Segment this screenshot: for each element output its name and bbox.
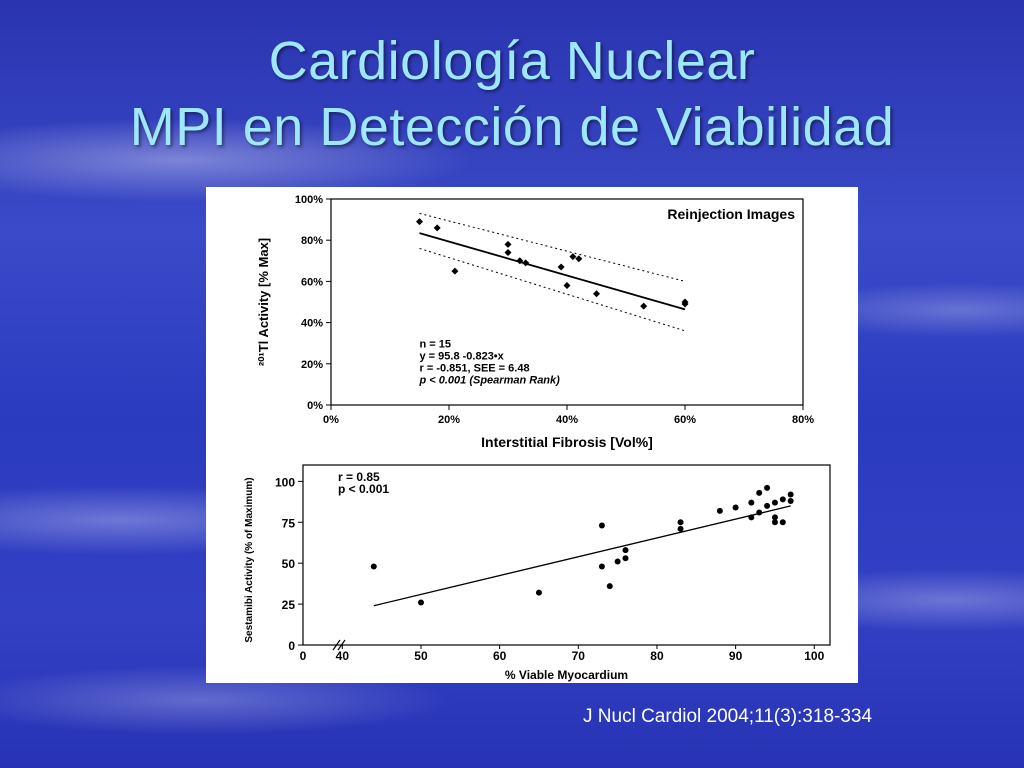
data-point [640, 302, 648, 310]
data-point [771, 519, 778, 526]
stats-annotation: y = 95.8 -0.823•x [420, 350, 505, 362]
data-point [787, 491, 794, 498]
data-point [732, 504, 739, 511]
y-tick-label: 80% [301, 235, 323, 247]
data-point [598, 563, 605, 570]
x-tick-label: 80 [650, 649, 664, 663]
data-point [677, 519, 684, 526]
plot-frame [302, 464, 831, 646]
chart-sestamibi: 0 25 50 75 100 0 40 50 60 70 80 90 100 % Viable Myoca… [244, 464, 831, 682]
stats-annotation: n = 15 [420, 338, 452, 350]
data-point [598, 522, 605, 529]
y-tick-label: 25 [282, 598, 296, 612]
axis-break-mark [332, 639, 341, 651]
x-tick-label: 60 [493, 649, 507, 663]
x-axis-label: % Viable Myocardium [505, 668, 628, 682]
data-point [575, 255, 583, 263]
y-tick-label: 50 [282, 557, 296, 571]
y-tick-label: 40% [301, 318, 323, 330]
data-point [563, 282, 571, 290]
stats-annotation: p < 0.001 [338, 482, 389, 496]
x-tick-label: 20% [438, 414, 460, 426]
data-point [451, 267, 459, 275]
data-point [417, 599, 424, 606]
data-point [535, 589, 542, 596]
data-point [516, 257, 524, 265]
x-axis-label: Interstitial Fibrosis [Vol%] [481, 434, 653, 450]
x-tick-label: 80% [792, 414, 814, 426]
x-tick-label: 60% [674, 414, 696, 426]
y-tick-label: 0% [307, 400, 323, 412]
data-point [677, 525, 684, 532]
data-point [716, 507, 723, 514]
data-point [756, 509, 763, 516]
data-point [614, 558, 621, 565]
data-point [779, 519, 786, 526]
data-point [606, 583, 613, 590]
x-tick-label: 50 [414, 649, 428, 663]
stats-annotation: r = -0.851, SEE = 6.48 [420, 362, 530, 374]
regression-line [419, 232, 686, 311]
data-point [522, 259, 530, 267]
slide-title: Cardiología Nuclear MPI en Detección de … [0, 28, 1024, 160]
data-point [787, 498, 794, 504]
y-tick-label: 60% [301, 276, 323, 288]
chart-reinjection: 0% 20% 40% 60% 80% 100% 0% 20% 40% 60% 80% Intersti… [256, 194, 814, 450]
y-tick-label: 100 [275, 475, 295, 489]
data-point [748, 499, 755, 506]
title-line-2: MPI en Detección de Viabilidad [129, 97, 895, 157]
x-tick-label: 0 [300, 649, 307, 663]
data-point [771, 499, 778, 506]
data-point [416, 218, 423, 226]
data-point [622, 547, 629, 554]
chart-title: Reinjection Images [667, 206, 795, 222]
stats-annotation: p < 0.001 (Spearman Rank) [419, 374, 561, 386]
data-point [370, 563, 377, 570]
y-tick-label: 20% [301, 359, 323, 371]
citation: J Nucl Cardiol 2004;11(3):318-334 [583, 706, 873, 727]
data-point [756, 489, 763, 496]
y-tick-label: 0 [288, 639, 295, 653]
data-point [764, 502, 771, 509]
data-point [771, 514, 778, 521]
data-point [779, 496, 786, 503]
data-point [622, 555, 629, 562]
x-tick-label: 40% [556, 414, 578, 426]
regression-line [373, 505, 791, 607]
data-point [593, 290, 600, 298]
data-point [504, 249, 512, 257]
plot-frame [330, 198, 804, 406]
figure-panel: 0% 20% 40% 60% 80% 100% 0% 20% 40% 60% 80% Intersti… [206, 187, 858, 683]
y-axis-label: ²⁰¹Tl Activity [% Max] [256, 238, 271, 366]
x-tick-label: 70 [572, 649, 586, 663]
data-point [504, 240, 512, 248]
data-point [764, 484, 771, 491]
confidence-upper [419, 212, 686, 282]
x-tick-label: 90 [729, 649, 743, 663]
x-tick-label: 100 [804, 649, 824, 663]
data-point [748, 514, 755, 521]
confidence-lower [419, 247, 686, 332]
title-line-1: Cardiología Nuclear [268, 31, 756, 91]
axis-break-mark [337, 639, 346, 651]
y-tick-label: 100% [295, 194, 323, 206]
data-point [433, 224, 441, 232]
stats-annotation: r = 0.85 [338, 470, 380, 484]
x-tick-label: 40 [336, 649, 350, 663]
data-point [569, 253, 577, 261]
y-tick-label: 75 [282, 516, 296, 530]
y-axis-label: Sestamibi Activity (% of Maximum) [244, 477, 255, 642]
data-point [681, 300, 689, 308]
data-point [557, 263, 565, 271]
x-tick-label: 0% [323, 414, 339, 426]
